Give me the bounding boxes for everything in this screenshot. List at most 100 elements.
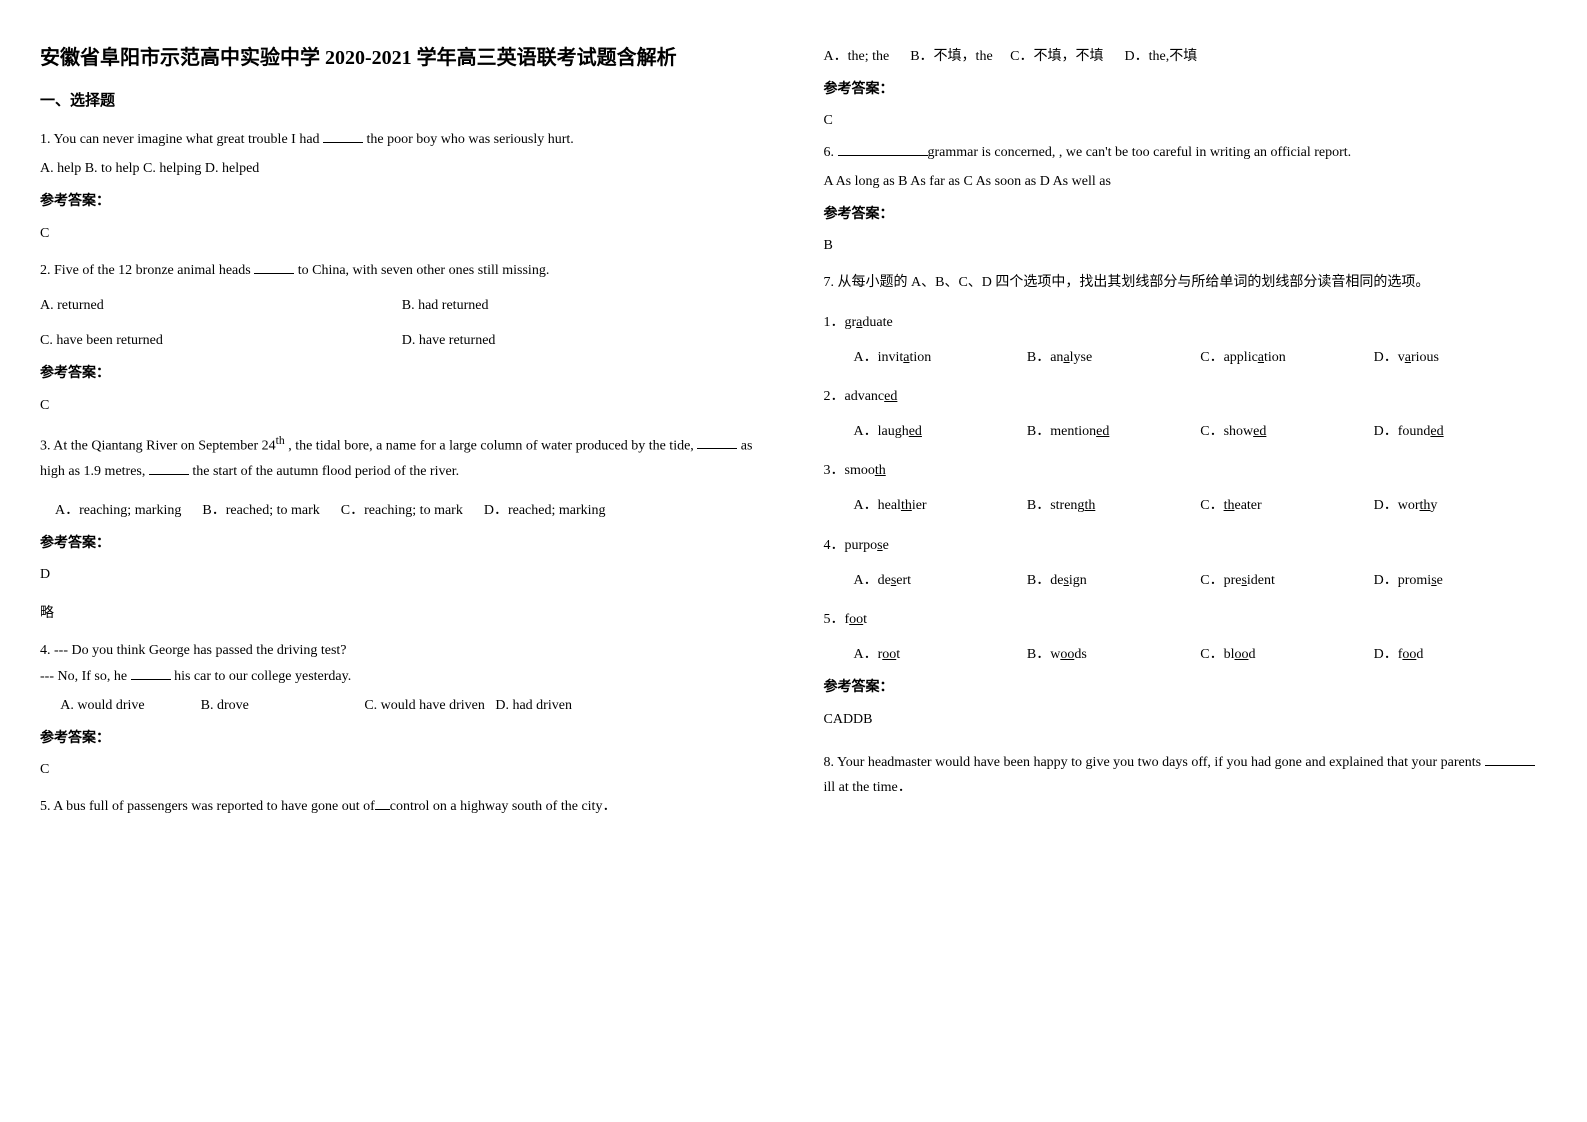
- section-heading: 一、选择题: [40, 88, 764, 115]
- vocab-option: D．worthy: [1374, 493, 1547, 518]
- vocab-option: C．president: [1200, 568, 1373, 593]
- vocab-item: 3．smooth: [824, 458, 1548, 483]
- vocab-option: C．blood: [1200, 642, 1373, 667]
- q5-optC: C．不填，不填: [1010, 49, 1103, 64]
- q2-optC: C. have been returned: [40, 328, 402, 353]
- question-6: 6. grammar is concerned, , we can't be t…: [824, 140, 1548, 165]
- vocab-option: D．various: [1374, 345, 1547, 370]
- q6-blank: [838, 142, 928, 156]
- q4-line1: 4. --- Do you think George has passed th…: [40, 638, 764, 663]
- q4-options: A. would drive B. drove C. would have dr…: [40, 693, 764, 718]
- q8-text-p1: 8. Your headmaster would have been happy…: [824, 755, 1485, 770]
- vocab-option: A．desert: [854, 568, 1027, 593]
- left-column: 安徽省阜阳市示范高中实验中学 2020-2021 学年高三英语联考试题含解析 一…: [40, 40, 764, 824]
- q3-optA: A．reaching; marking: [55, 503, 181, 518]
- q3-answer-label: 参考答案：: [40, 531, 764, 556]
- q2-optB: B. had returned: [402, 293, 764, 318]
- vocab-option: B．design: [1027, 568, 1200, 593]
- q1-blank: [323, 129, 363, 143]
- q4-line2-post: his car to our college yesterday.: [171, 669, 352, 684]
- q7-answer-label: 参考答案：: [824, 675, 1548, 700]
- question-7-intro: 7. 从每小题的 A、B、C、D 四个选项中，找出其划线部分与所给单词的划线部分…: [824, 270, 1548, 295]
- q2-options-2: C. have been returned D. have returned: [40, 328, 764, 353]
- vocab-options: A．invitationB．analyseC．applicationD．vari…: [854, 345, 1548, 370]
- q6-text-post: grammar is concerned, , we can't be too …: [928, 145, 1352, 160]
- q5-options: A．the; the B．不填，the C．不填，不填 D．the,不填: [824, 44, 1548, 69]
- q3-text-p1: 3. At the Qiantang River on September 24: [40, 438, 276, 453]
- q2-answer-label: 参考答案：: [40, 361, 764, 386]
- q3-text-p2: , the tidal bore, a name for a large col…: [285, 438, 698, 453]
- vocab-options: A．laughedB．mentionedC．showedD．founded: [854, 419, 1548, 444]
- vocab-options: A．healthierB．strengthC．theaterD．worthy: [854, 493, 1548, 518]
- vocab-option: C．showed: [1200, 419, 1373, 444]
- q2-answer: C: [40, 393, 764, 418]
- q3-answer: D: [40, 562, 764, 587]
- q5-optD: D．the,不填: [1125, 49, 1198, 64]
- vocab-option: B．strength: [1027, 493, 1200, 518]
- vocab-option: A．invitation: [854, 345, 1027, 370]
- q4-answer-label: 参考答案：: [40, 726, 764, 751]
- vocab-item: 1．graduate: [824, 310, 1548, 335]
- q3-blank-2: [149, 461, 189, 475]
- q6-text-pre: 6.: [824, 145, 838, 160]
- question-8: 8. Your headmaster would have been happy…: [824, 750, 1548, 800]
- q1-text-post: the poor boy who was seriously hurt.: [363, 132, 574, 147]
- q3-omit: 略: [40, 601, 764, 626]
- q1-answer: C: [40, 221, 764, 246]
- q3-text-p4: the start of the autumn flood period of …: [189, 464, 459, 479]
- q1-answer-label: 参考答案：: [40, 189, 764, 214]
- vocab-option: C．theater: [1200, 493, 1373, 518]
- q5-answer: C: [824, 108, 1548, 133]
- vocab-option: B．mentioned: [1027, 419, 1200, 444]
- vocab-option: D．founded: [1374, 419, 1547, 444]
- vocab-item: 5．foot: [824, 607, 1548, 632]
- q4-line2: --- No, If so, he his car to our college…: [40, 664, 764, 689]
- q3-sup: th: [276, 434, 285, 447]
- q8-text-p2: ill at the time．: [824, 780, 912, 795]
- vocab-option: A．healthier: [854, 493, 1027, 518]
- q1-text-pre: 1. You can never imagine what great trou…: [40, 132, 323, 147]
- question-3: 3. At the Qiantang River on September 24…: [40, 430, 764, 484]
- q2-text-post: to China, with seven other ones still mi…: [294, 263, 549, 278]
- q6-answer-label: 参考答案：: [824, 202, 1548, 227]
- vocab-item: 4．purpose: [824, 533, 1548, 558]
- q7-vocab-list: 1．graduate A．invitationB．analyseC．applica…: [824, 310, 1548, 668]
- q5-text-post: control on a highway south of the city．: [390, 799, 617, 814]
- q3-optD: D．reached; marking: [484, 503, 606, 518]
- q3-optB: B．reached; to mark: [202, 503, 319, 518]
- vocab-option: C．application: [1200, 345, 1373, 370]
- q2-optD: D. have returned: [402, 328, 764, 353]
- q2-text-pre: 2. Five of the 12 bronze animal heads: [40, 263, 254, 278]
- vocab-item: 2．advanced: [824, 384, 1548, 409]
- q4-answer: C: [40, 757, 764, 782]
- q2-optA: A. returned: [40, 293, 402, 318]
- vocab-options: A．rootB．woodsC．bloodD．food: [854, 642, 1548, 667]
- question-1: 1. You can never imagine what great trou…: [40, 127, 764, 152]
- q5-answer-label: 参考答案：: [824, 77, 1548, 102]
- right-column: A．the; the B．不填，the C．不填，不填 D．the,不填 参考答…: [824, 40, 1548, 824]
- q5-optB: B．不填，the: [910, 49, 992, 64]
- q8-blank: [1485, 752, 1535, 766]
- question-5: 5. A bus full of passengers was reported…: [40, 794, 764, 819]
- q4-line2-pre: --- No, If so, he: [40, 669, 131, 684]
- q2-blank: [254, 260, 294, 274]
- vocab-option: D．food: [1374, 642, 1547, 667]
- vocab-option: B．woods: [1027, 642, 1200, 667]
- q1-options: A. help B. to help C. helping D. helped: [40, 156, 764, 181]
- vocab-option: A．laughed: [854, 419, 1027, 444]
- q4-blank: [131, 666, 171, 680]
- vocab-option: D．promise: [1374, 568, 1547, 593]
- q2-options: A. returned B. had returned: [40, 293, 764, 318]
- vocab-option: A．root: [854, 642, 1027, 667]
- question-2: 2. Five of the 12 bronze animal heads to…: [40, 258, 764, 283]
- q3-options: A．reaching; marking B．reached; to mark C…: [40, 498, 764, 523]
- q3-blank-1: [697, 435, 737, 449]
- q7-answer: CADDB: [824, 707, 1548, 732]
- q3-optC: C．reaching; to mark: [341, 503, 463, 518]
- q5-text-pre: 5. A bus full of passengers was reported…: [40, 799, 375, 814]
- vocab-option: B．analyse: [1027, 345, 1200, 370]
- document-title: 安徽省阜阳市示范高中实验中学 2020-2021 学年高三英语联考试题含解析: [40, 40, 764, 76]
- q6-options: A As long as B As far as C As soon as D …: [824, 169, 1548, 194]
- q5-optA: A．the; the: [824, 49, 890, 64]
- vocab-options: A．desertB．designC．presidentD．promise: [854, 568, 1548, 593]
